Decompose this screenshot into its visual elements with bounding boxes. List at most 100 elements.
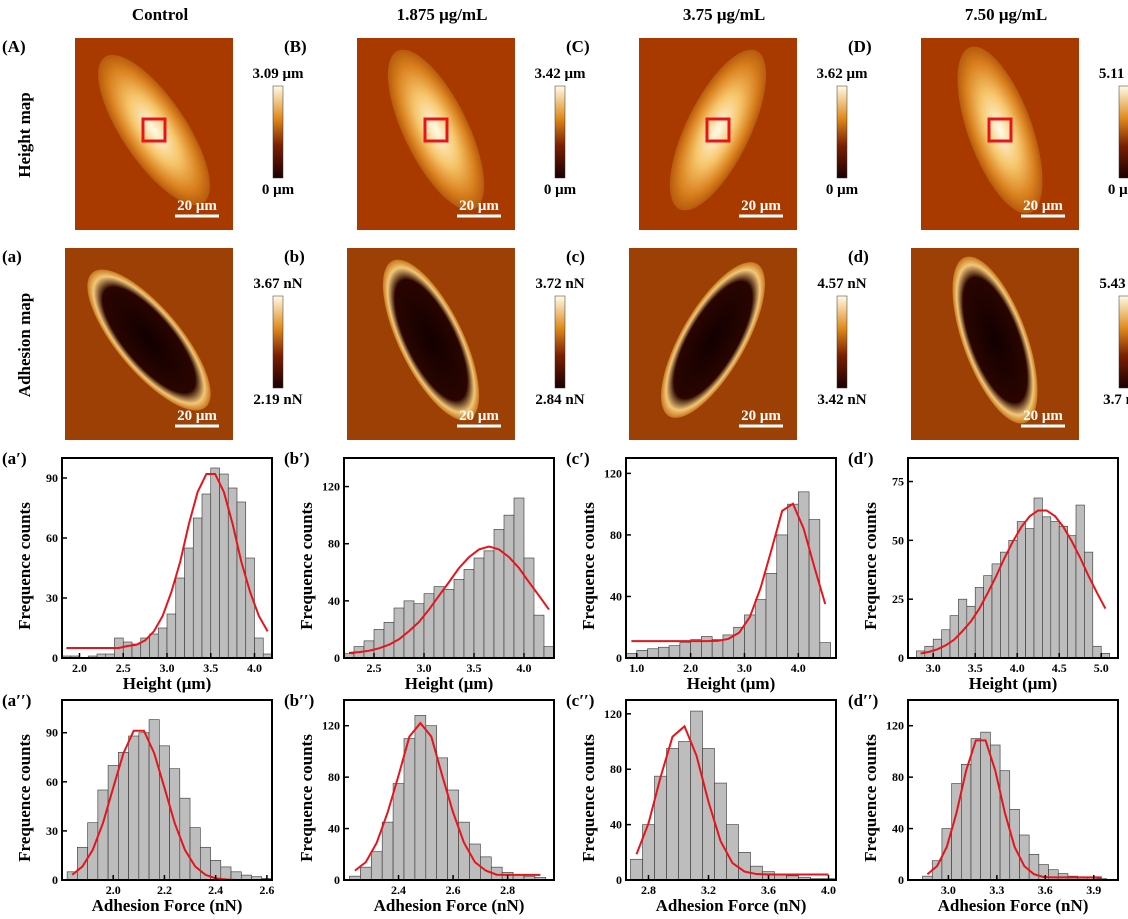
bar: [966, 605, 976, 659]
x-tick-label: 3.0: [941, 883, 956, 897]
bar: [1008, 540, 1018, 659]
bar: [373, 629, 385, 659]
fit-curve: [348, 545, 550, 654]
bar: [201, 493, 212, 659]
panel-label: (c): [566, 247, 585, 266]
y-tick-label: 60: [46, 775, 58, 789]
x-tick-label: 3.5: [968, 661, 983, 675]
panel-label: (b): [284, 247, 305, 266]
bar: [1025, 528, 1035, 659]
colorbar: [272, 85, 284, 179]
x-tick-label: 4.0: [791, 661, 806, 675]
bar: [236, 501, 247, 659]
bar: [453, 579, 465, 659]
y-axis-label: Frequence counts: [15, 734, 34, 862]
bar: [413, 603, 425, 659]
bar: [184, 547, 194, 659]
colorbar: [836, 85, 848, 179]
plot-frame: [625, 457, 837, 659]
plot-frame: [343, 457, 555, 659]
x-tick-label: 2.8: [641, 883, 656, 897]
x-axis-label: Adhesion Force (nN): [374, 896, 525, 915]
fit-curve: [354, 721, 541, 876]
bar: [230, 871, 242, 881]
bar: [414, 715, 427, 881]
colorbar-min: 2.19 nN: [253, 392, 302, 408]
y-tick-label: 0: [898, 873, 904, 887]
bar: [138, 732, 150, 881]
plot-frame: [61, 699, 273, 881]
colorbar-min: 2.84 nN: [535, 392, 584, 408]
column-title: 3.75 μg/mL: [683, 5, 765, 24]
bar: [403, 738, 416, 881]
y-axis-label: Frequence counts: [297, 734, 316, 862]
bar: [666, 748, 679, 881]
bar: [1092, 645, 1102, 659]
colorbar-max: 5.43 nN: [1099, 276, 1128, 292]
bar: [1033, 497, 1043, 659]
bar: [118, 752, 129, 881]
bar: [808, 519, 821, 659]
bar: [787, 503, 799, 659]
x-tick-label: 4.0: [247, 661, 262, 675]
plot-frame: [343, 699, 555, 881]
y-tick-label: 0: [334, 651, 340, 665]
scale-label: 20 μm: [1023, 198, 1063, 214]
bar: [370, 851, 383, 881]
x-tick-label: 2.2: [157, 883, 172, 897]
y-tick-label: 80: [610, 528, 622, 542]
x-tick-label: 2.5: [116, 661, 131, 675]
roi-box: [141, 117, 167, 143]
bar: [1042, 516, 1052, 659]
bar: [1048, 869, 1059, 881]
row-label: Height map: [15, 92, 34, 177]
x-tick-label: 1.0: [629, 661, 644, 675]
y-tick-label: 25: [892, 592, 904, 606]
scale-label: 20 μm: [459, 198, 499, 214]
y-tick-label: 0: [616, 873, 622, 887]
bar: [980, 731, 991, 881]
bar: [166, 613, 177, 659]
bar: [254, 637, 264, 659]
panel-label: (c′): [566, 449, 590, 468]
roi-box: [705, 117, 731, 143]
panel-label: (a): [2, 247, 22, 266]
bar: [157, 627, 168, 659]
bar: [630, 858, 643, 881]
y-tick-label: 50: [892, 533, 904, 547]
y-tick-label: 40: [892, 822, 904, 836]
y-tick-label: 40: [328, 594, 340, 608]
panel-label: (a′′): [2, 691, 31, 710]
colorbar-max: 3.72 nN: [535, 276, 584, 292]
x-axis-label: Height (μm): [405, 674, 493, 693]
row-label: Adhesion map: [15, 293, 34, 397]
bar: [463, 569, 475, 659]
y-axis-label: Frequence counts: [861, 734, 880, 862]
x-tick-label: 3.5: [203, 661, 218, 675]
x-tick-label: 3.2: [701, 883, 716, 897]
x-tick-label: 3.3: [989, 883, 1004, 897]
bar: [443, 589, 455, 659]
bar: [1075, 504, 1085, 659]
colorbar-min: 0 μm: [826, 182, 859, 198]
y-axis-label: Frequence counts: [579, 502, 598, 630]
bar: [1058, 525, 1068, 659]
cell: [661, 262, 765, 418]
colorbar: [554, 85, 566, 179]
bar: [678, 741, 691, 881]
scale-label: 20 μm: [177, 198, 217, 214]
bar: [523, 557, 535, 659]
roi-box: [987, 117, 1013, 143]
bar: [1000, 551, 1010, 659]
x-tick-label: 2.0: [106, 883, 121, 897]
cell: [957, 46, 1043, 214]
x-tick-label: 3.6: [761, 883, 776, 897]
colorbar-max: 3.42 μm: [535, 66, 587, 82]
colorbar-max: 3.67 nN: [253, 276, 302, 292]
x-tick-label: 2.4: [391, 883, 406, 897]
cell: [387, 49, 485, 211]
y-tick-label: 30: [46, 591, 58, 605]
colorbar-min: 0 μm: [262, 182, 295, 198]
bar: [819, 642, 831, 659]
